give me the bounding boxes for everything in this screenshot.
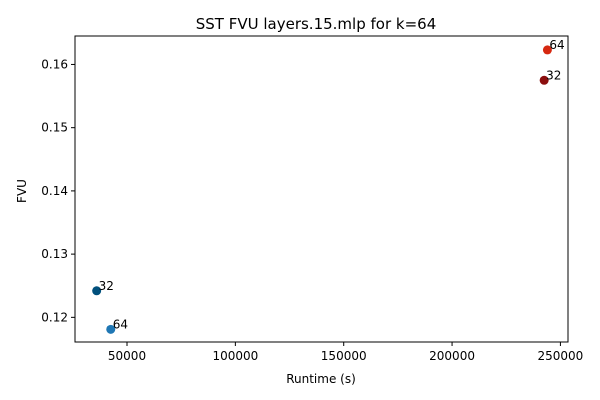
y-tick-label: 0.13 (41, 247, 68, 261)
data-point-label: 32 (546, 68, 561, 82)
x-axis-label: Runtime (s) (286, 372, 356, 386)
data-point (539, 75, 549, 85)
x-tick-label: 100000 (212, 349, 258, 363)
data-point (106, 324, 116, 334)
y-tick-label: 0.15 (41, 121, 68, 135)
chart-title: SST FVU layers.15.mlp for k=64 (196, 15, 436, 33)
data-point-label: 64 (549, 38, 564, 52)
plot-frame (74, 35, 569, 343)
data-points: 32 64 32 64 (92, 38, 565, 334)
data-point-label: 64 (113, 317, 128, 331)
y-tick-label: 0.12 (41, 310, 68, 324)
x-tick-label: 250000 (538, 349, 584, 363)
x-axis-ticks: 50000 100000 150000 200000 250000 (108, 342, 583, 363)
data-point-label: 32 (99, 279, 114, 293)
y-tick-label: 0.16 (41, 57, 68, 71)
x-tick-label: 50000 (108, 349, 146, 363)
y-tick-label: 0.14 (41, 184, 68, 198)
y-axis-label: FVU (15, 179, 29, 203)
data-point (92, 286, 102, 296)
data-point (542, 45, 552, 55)
plot-area: 50000 100000 150000 200000 250000 0.120.130.… (41, 35, 583, 363)
y-axis-ticks: 0.12 0.13 0.14 0.15 0.16 (41, 57, 75, 324)
x-tick-label: 200000 (429, 349, 475, 363)
x-tick-label: 150000 (321, 349, 367, 363)
